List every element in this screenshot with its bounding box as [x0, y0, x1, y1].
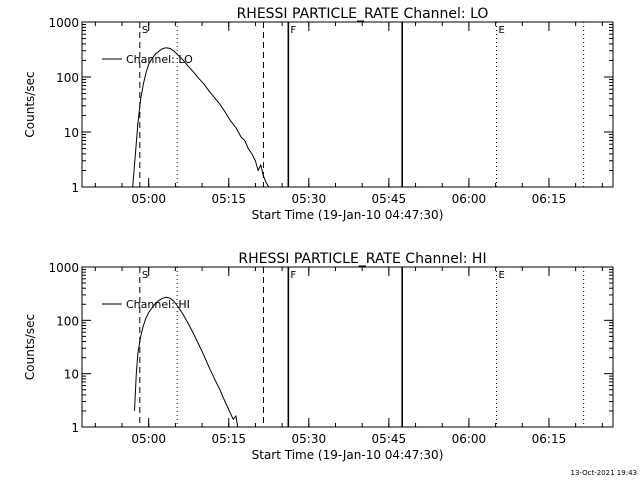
- y-axis-label: Counts/sec: [23, 71, 37, 137]
- marker-label: F: [290, 25, 296, 36]
- y-tick-label: 10: [64, 368, 79, 382]
- x-tick-label: 05:30: [292, 192, 327, 206]
- footer-timestamp: 13-Oct-2021 19:43: [571, 469, 637, 477]
- series-line: [134, 296, 239, 428]
- plot-frame: [81, 266, 614, 428]
- marker-label: S: [142, 25, 148, 36]
- y-tick-label: 1: [71, 181, 79, 195]
- y-tick-label: 100: [56, 314, 79, 328]
- x-tick-label: 06:15: [532, 432, 567, 446]
- x-tick-label: 05:45: [372, 432, 407, 446]
- y-axis-label: Counts/sec: [23, 314, 37, 380]
- x-tick-label: 06:00: [452, 192, 487, 206]
- x-tick-label: 05:45: [372, 192, 407, 206]
- y-tick-label: 1000: [48, 261, 79, 275]
- y-tick-label: 1: [71, 421, 79, 435]
- x-tick-label: 05:00: [131, 432, 166, 446]
- plot-frame: [81, 21, 614, 188]
- marker-label: S: [142, 270, 148, 281]
- legend-label: Channel: LO: [126, 53, 193, 66]
- series-line: [132, 47, 270, 188]
- y-tick-label: 100: [56, 71, 79, 85]
- marker-label: E: [498, 25, 504, 36]
- x-axis-label: Start Time (19-Jan-10 04:47:30): [252, 448, 444, 462]
- x-tick-label: 05:30: [292, 432, 327, 446]
- x-tick-label: 05:15: [211, 432, 246, 446]
- y-tick-label: 1000: [48, 16, 79, 30]
- legend-label: Channel: HI: [126, 298, 190, 311]
- panel-lo: RHESSI PARTICLE_RATE Channel: LO Start Ti…: [23, 6, 614, 222]
- x-tick-label: 05:15: [211, 192, 246, 206]
- x-tick-label: 06:00: [452, 432, 487, 446]
- marker-label: F: [290, 270, 296, 281]
- x-tick-label: 06:15: [532, 192, 567, 206]
- y-tick-label: 10: [64, 126, 79, 140]
- chart-title: RHESSI PARTICLE_RATE Channel: HI: [238, 251, 486, 267]
- x-axis-label: Start Time (19-Jan-10 04:47:30): [252, 208, 444, 222]
- panel-hi: RHESSI PARTICLE_RATE Channel: HI Start Ti…: [23, 251, 614, 462]
- x-tick-label: 05:00: [131, 192, 166, 206]
- chart-title: RHESSI PARTICLE_RATE Channel: LO: [237, 6, 489, 22]
- marker-label: E: [498, 270, 504, 281]
